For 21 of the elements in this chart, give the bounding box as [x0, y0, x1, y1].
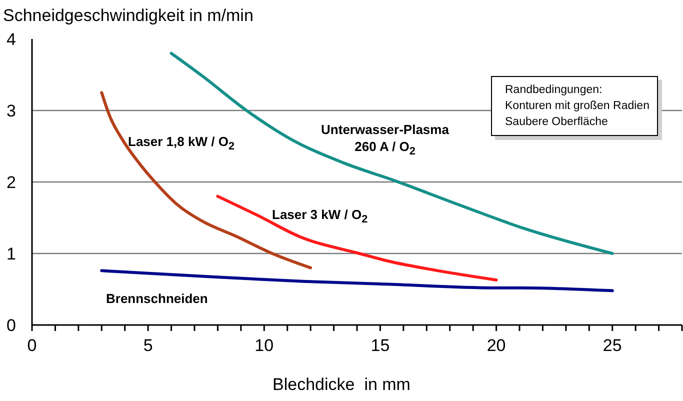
x-tick-label: 0 — [27, 336, 37, 356]
line-series — [100, 91, 312, 270]
y-tick-label: 0 — [6, 316, 16, 336]
series-label: Laser 1,8 kW / O$_{2}$ — [128, 133, 236, 155]
y-tick-label: 1 — [6, 244, 16, 264]
series-label: Laser 3 kW / O$_{2}$ — [272, 206, 369, 228]
y-tick-label: 4 — [6, 30, 16, 50]
y-tick-label: 3 — [6, 102, 16, 121]
x-tick-label: 15 — [370, 336, 390, 356]
series-label: Brennschneiden — [106, 290, 209, 307]
x-tick-label: 5 — [143, 336, 153, 356]
series-label: Unterwasser-Plasma 260 A / O$_{2}$ — [320, 121, 450, 160]
x-tick-label: 20 — [486, 336, 506, 356]
y-tick-label: 2 — [6, 173, 16, 192]
x-tick-label: 25 — [602, 336, 622, 356]
y-axis-title: Schneidgeschwindigkeit in m/min — [3, 6, 254, 26]
annotation: Randbedingungen: Konturen mit großen Radien Saubere Oberfläche — [491, 76, 658, 136]
line-series — [216, 194, 498, 282]
x-tick-label: 10 — [254, 336, 274, 356]
x-axis-title: Blechdicke in mm — [272, 375, 412, 395]
line-series — [100, 269, 614, 292]
